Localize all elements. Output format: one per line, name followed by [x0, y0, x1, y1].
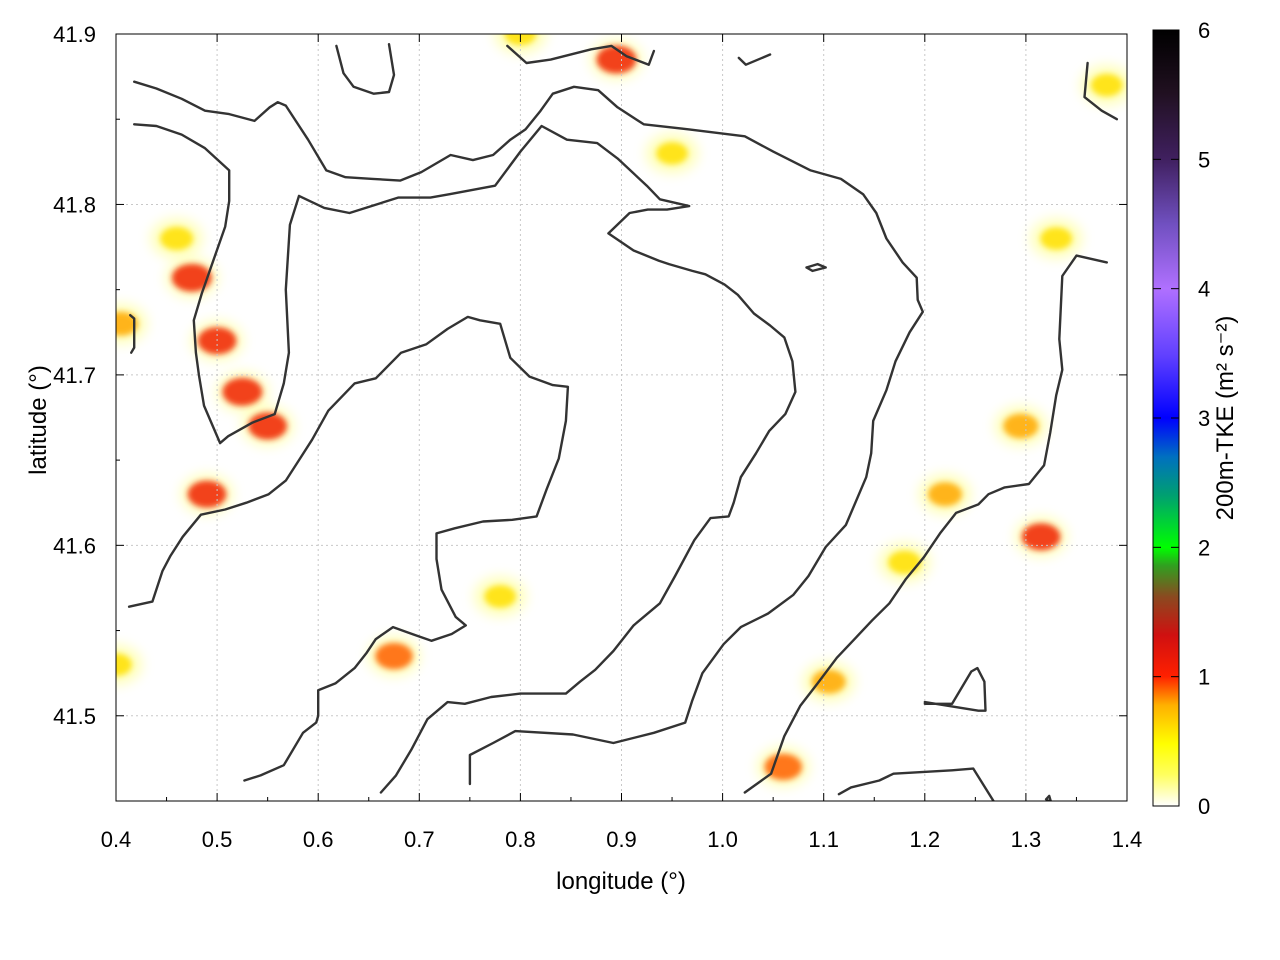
y-tick-label: 41.8 — [53, 192, 96, 217]
colorbar-tick-label: 5 — [1198, 147, 1210, 172]
x-tick-label: 0.9 — [606, 827, 637, 852]
contour-line — [132, 80, 924, 786]
x-tick-label: 0.7 — [404, 827, 435, 852]
heat-spot — [596, 45, 637, 74]
contour-line — [132, 123, 797, 794]
x-tick-label: 1.4 — [1112, 827, 1143, 852]
heat-spot — [656, 142, 688, 165]
y-axis-ticks: 41.5 41.6 41.7 41.8 41.9 — [53, 22, 1127, 802]
contour-line — [128, 314, 136, 354]
heat-spot — [375, 642, 413, 670]
heat-spot — [484, 585, 516, 608]
x-tick-label: 1.2 — [910, 827, 941, 852]
heat-spot — [1003, 413, 1039, 439]
y-tick-label: 41.5 — [53, 704, 96, 729]
y-tick-label: 41.9 — [53, 22, 96, 47]
heat-spot — [116, 653, 132, 676]
contour-line — [923, 666, 987, 712]
colorbar-tick-label: 1 — [1198, 665, 1210, 690]
x-axis-ticks: 0.4 0.5 0.6 0.7 0.8 0.9 1.0 1.1 1.2 1.3 1.4 — [101, 34, 1143, 852]
terrain-contours — [127, 43, 1119, 801]
y-tick-label: 41.7 — [53, 363, 96, 388]
x-tick-label: 0.6 — [303, 827, 334, 852]
contour-line — [335, 43, 396, 95]
x-tick-label: 0.8 — [505, 827, 536, 852]
y-tick-label: 41.6 — [53, 533, 96, 558]
y-axis-label: latitude (°) — [25, 365, 52, 475]
heat-spot — [1090, 73, 1123, 97]
heat-spot — [187, 480, 227, 508]
heat-spot — [928, 482, 963, 507]
contour-line — [127, 315, 570, 782]
x-tick-label: 1.3 — [1011, 827, 1042, 852]
heat-spot — [116, 311, 139, 336]
colorbar-tick-label: 3 — [1198, 406, 1210, 431]
heatmap-field — [116, 34, 1127, 787]
x-tick-label: 1.0 — [707, 827, 738, 852]
heat-spot — [222, 377, 263, 406]
colorbar-tick-label: 2 — [1198, 535, 1210, 560]
contour-line — [1083, 61, 1119, 121]
x-tick-label: 0.5 — [202, 827, 233, 852]
colorbar-ticks: 0 1 2 3 4 5 6 — [1153, 18, 1210, 819]
contour-line — [837, 767, 995, 801]
colorbar-tick-label: 6 — [1198, 18, 1210, 43]
contour-line — [743, 254, 1109, 794]
heat-spot — [1040, 227, 1073, 250]
heat-spot — [811, 669, 846, 694]
heat-spot — [248, 412, 288, 440]
heat-spot — [160, 226, 194, 251]
contour-line — [506, 44, 656, 66]
heat-spot — [171, 263, 212, 292]
heat-spot — [1021, 523, 1061, 551]
heat-spot — [888, 550, 921, 574]
x-tick-label: 0.4 — [101, 827, 132, 852]
colorbar-tick-label: 0 — [1198, 794, 1210, 819]
colorbar-label: 200m-TKE (m² s⁻²) — [1212, 316, 1239, 521]
heat-spot — [764, 753, 803, 781]
x-axis-label: longitude (°) — [556, 868, 686, 895]
colorbar-tick-label: 4 — [1198, 277, 1210, 302]
x-tick-label: 1.1 — [808, 827, 839, 852]
contour-line — [1044, 794, 1052, 801]
contour-line — [737, 53, 772, 66]
contour-line — [805, 262, 827, 273]
